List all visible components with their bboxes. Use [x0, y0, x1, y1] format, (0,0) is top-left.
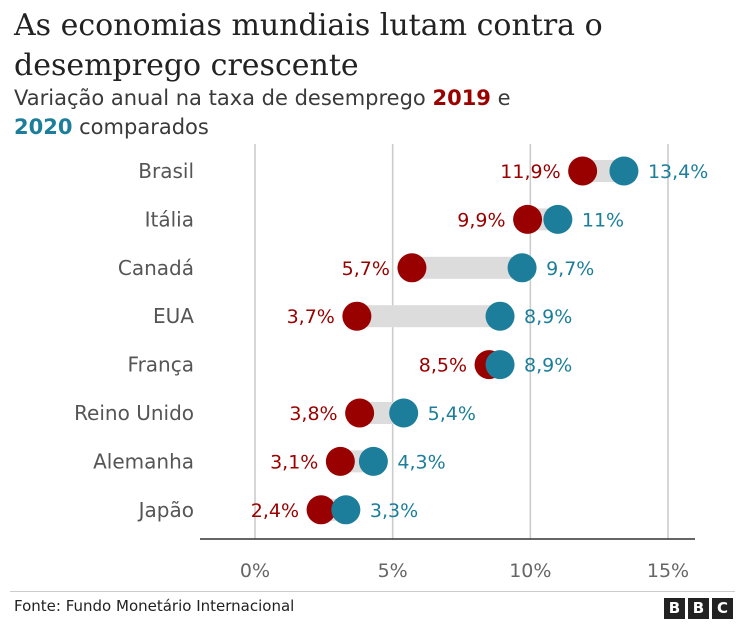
chart-title: As economias mundiais lutam contra o des…: [14, 8, 603, 83]
dot-2020: [358, 446, 388, 476]
dot-2020: [485, 350, 515, 380]
data-label-2020: 11%: [582, 209, 624, 231]
x-tick-label: 5%: [378, 560, 408, 582]
category-label: Brasil: [138, 159, 194, 183]
data-label-2020: 3,3%: [370, 500, 418, 522]
bbc-logo-letter-b1: B: [664, 598, 685, 619]
dot-2019: [397, 253, 427, 283]
chart-subtitle: Variação anual na taxa de desemprego 201…: [14, 84, 734, 142]
x-tick-label: 15%: [647, 560, 689, 582]
dot-2020: [389, 398, 419, 428]
dumbbell-chart: 0% 5% 10% 15% Brasil 11,9% 13,4% Itália 9,9% 11% C…: [74, 144, 708, 582]
x-tick-label: 10%: [509, 560, 551, 582]
subtitle-prefix: Variação anual na taxa de desemprego: [14, 86, 426, 110]
data-label-2020: 13,4%: [648, 161, 708, 183]
data-label-2020: 8,9%: [524, 306, 572, 328]
data-label-2019: 8,5%: [419, 355, 467, 377]
data-label-2019: 2,4%: [251, 500, 299, 522]
bbc-logo-letter-b2: B: [688, 598, 709, 619]
category-label: Japão: [137, 498, 194, 522]
dot-2019: [513, 204, 543, 234]
dot-2020: [485, 301, 515, 331]
data-label-2020: 5,4%: [428, 403, 476, 425]
category-label: EUA: [153, 304, 194, 328]
subtitle-middle: e: [497, 86, 511, 110]
category-label: Reino Unido: [74, 401, 194, 425]
dot-2019: [568, 156, 598, 186]
data-label-2019: 3,1%: [270, 451, 318, 473]
data-label-2020: 8,9%: [524, 355, 572, 377]
category-label: Canadá: [118, 256, 194, 280]
x-tick-label: 0%: [240, 560, 270, 582]
data-label-2020: 9,7%: [546, 258, 594, 280]
source-note: Fonte: Fundo Monetário Internacional: [14, 597, 295, 615]
dot-2020: [609, 156, 639, 186]
data-label-2019: 3,7%: [287, 306, 335, 328]
dot-2019: [325, 446, 355, 476]
data-label-2019: 5,7%: [342, 258, 390, 280]
dot-2020: [543, 204, 573, 234]
dot-2019: [306, 495, 336, 525]
dot-2019: [342, 301, 372, 331]
bbc-logo: B B C: [664, 598, 733, 619]
bbc-logo-letter-c: C: [712, 598, 733, 619]
category-label: França: [128, 353, 194, 377]
data-label-2019: 3,8%: [289, 403, 337, 425]
category-label: Itália: [145, 207, 194, 231]
connector-bar: [356, 305, 501, 328]
connector-bar: [411, 256, 523, 279]
category-label: Alemanha: [93, 449, 194, 473]
dot-2019: [345, 398, 375, 428]
dot-2020: [331, 495, 361, 525]
footer-divider: [10, 591, 735, 592]
subtitle-year-2020: 2020: [14, 115, 73, 139]
dot-2020: [507, 253, 537, 283]
subtitle-suffix: comparados: [79, 115, 209, 139]
data-label-2019: 11,9%: [500, 161, 560, 183]
data-label-2020: 4,3%: [397, 451, 445, 473]
data-label-2019: 9,9%: [457, 209, 505, 231]
subtitle-year-2019: 2019: [432, 86, 491, 110]
